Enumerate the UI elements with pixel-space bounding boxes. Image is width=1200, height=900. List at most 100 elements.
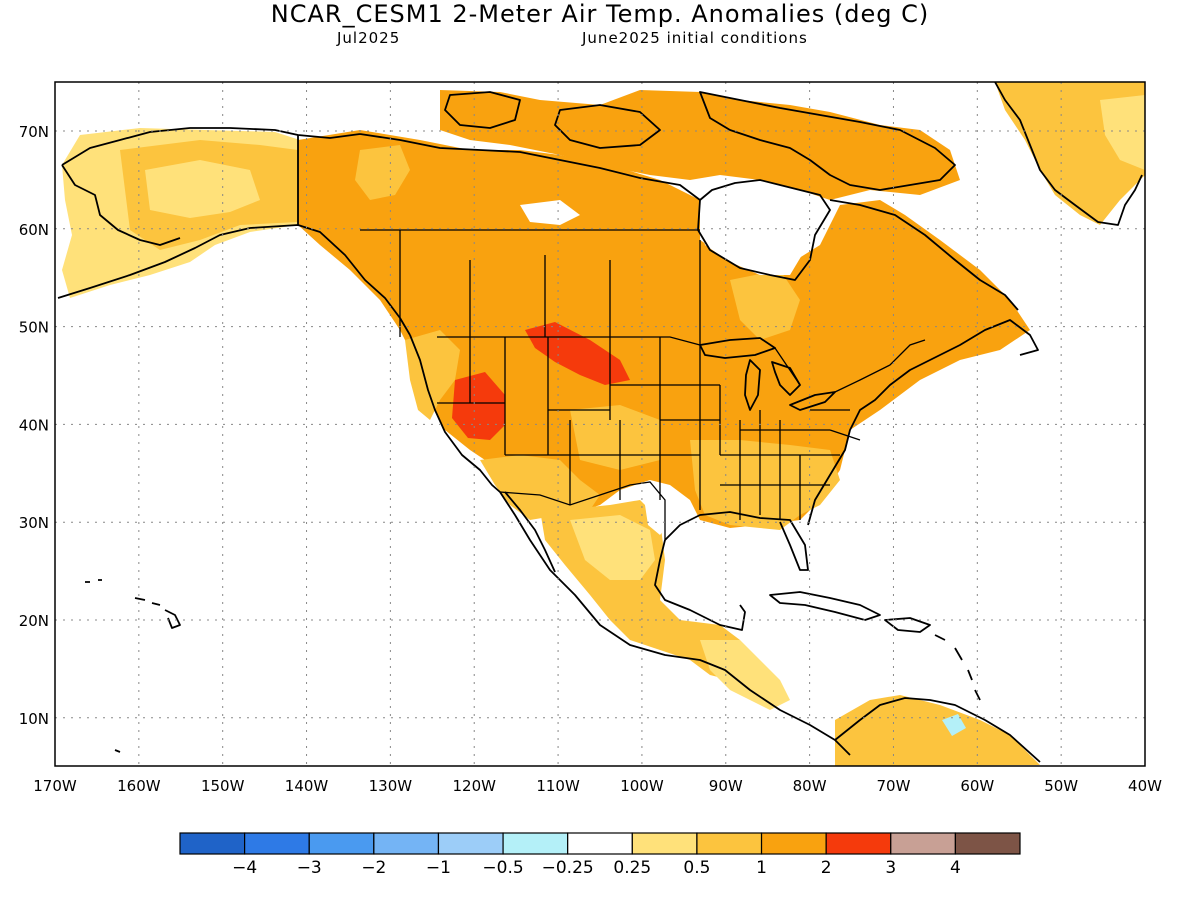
lon-label: 170W — [33, 777, 77, 795]
map-frame — [54, 81, 1146, 767]
coastline-greenland — [994, 82, 1143, 226]
legend-swatch — [890, 832, 956, 855]
lon-label: 110W — [536, 777, 580, 795]
legend-label: −3 — [297, 858, 322, 878]
anomaly-region-west-coast — [405, 330, 460, 420]
legend-label: 2 — [821, 858, 832, 878]
coastline-south-america — [834, 697, 1041, 763]
legend-swatch — [825, 832, 892, 855]
legend-swatch — [308, 832, 375, 855]
lat-label: 30N — [19, 514, 49, 532]
coastline-alaska-west — [61, 164, 181, 246]
coastline-hispaniola — [884, 617, 931, 633]
lon-label: 100W — [620, 777, 664, 795]
forecast-month: Jul2025 — [337, 29, 401, 47]
color-legend-labels: −4 −3 −2 −1 −0.5 −0.25 0.25 0.5 1 2 3 4 — [232, 858, 961, 878]
border-us-mexico — [499, 481, 666, 540]
legend-swatch — [760, 832, 827, 855]
border-us-canada-east — [774, 339, 926, 393]
legend-label: −1 — [426, 858, 451, 878]
coastline-arctic — [359, 133, 701, 201]
coastline-baja — [504, 491, 556, 573]
anomaly-region-arctic-white — [520, 200, 580, 225]
coastline-us-east — [807, 319, 1039, 526]
legend-swatch — [437, 832, 504, 855]
coastline-pacific-dot — [114, 749, 121, 753]
coastline-gulf — [654, 539, 746, 631]
lon-label: 60W — [960, 777, 994, 795]
legend-swatch — [696, 832, 763, 855]
legend-swatch — [567, 832, 633, 855]
legend-label: 3 — [885, 858, 896, 878]
anomaly-region-greenland-yellow — [1100, 95, 1145, 170]
lon-label: 120W — [452, 777, 496, 795]
border-states-west — [437, 337, 721, 510]
coastline-cuba — [769, 591, 881, 621]
lon-label: 90W — [709, 777, 743, 795]
gridlines — [55, 82, 1145, 766]
initial-conditions-label: June2025 initial conditions — [582, 29, 808, 47]
coastline-baffin — [699, 91, 956, 191]
legend-label: −0.5 — [482, 858, 523, 878]
anomaly-region-mexico-yellow — [570, 515, 655, 580]
legend-swatch — [244, 832, 310, 855]
map-title: NCAR_CESM1 2-Meter Air Temp. Anomalies (… — [270, 0, 930, 28]
legend-swatch — [631, 832, 698, 855]
lon-label: 80W — [793, 777, 827, 795]
lat-label: 10N — [19, 710, 49, 728]
legend-swatch — [502, 832, 569, 855]
coastline-labrador — [829, 199, 1019, 311]
color-legend — [179, 832, 1021, 855]
anomaly-region-venezuela-blue — [942, 714, 966, 736]
lon-label: 40W — [1128, 777, 1162, 795]
coastline-layer — [57, 82, 1143, 763]
coastline-hawaii-west — [85, 579, 102, 583]
latitude-labels: 70N 60N 50N 40N 30N 20N 10N — [19, 123, 49, 728]
anomaly-region-nevada-hot — [452, 372, 505, 440]
coastline-hawaii — [134, 597, 181, 629]
anomaly-region-hudson-white — [700, 215, 805, 275]
lon-label: 50W — [1044, 777, 1078, 795]
lat-label: 60N — [19, 221, 49, 239]
legend-swatch — [373, 832, 440, 855]
coastline-gulf-north — [664, 511, 809, 571]
lon-label: 160W — [117, 777, 161, 795]
lon-label: 140W — [285, 777, 329, 795]
coastline-banks-island — [444, 91, 521, 129]
coastline-us-west — [409, 334, 501, 493]
coastline-lake-huron — [771, 361, 801, 396]
lat-label: 40N — [19, 416, 49, 434]
lon-label: 130W — [369, 777, 413, 795]
anomaly-region-alaska-inner — [145, 160, 260, 218]
lon-label: 150W — [201, 777, 245, 795]
anomaly-region-central-america — [700, 640, 790, 710]
coastline-lake-michigan — [744, 359, 761, 411]
coastline-alaska-north — [61, 127, 361, 166]
legend-label: 0.5 — [683, 858, 710, 878]
coastline-caribbean-islands — [934, 634, 981, 701]
longitude-labels: 170W 160W 150W 140W 130W 120W 110W 100W 90W 80W 70… — [33, 777, 1162, 795]
legend-label: −4 — [232, 858, 257, 878]
coastline-lake-superior — [699, 337, 776, 359]
anomaly-region-yukon — [355, 145, 410, 200]
lat-label: 20N — [19, 612, 49, 630]
coastline-lake-erie — [789, 391, 836, 411]
political-boundaries-layer — [360, 229, 926, 540]
lat-label: 70N — [19, 123, 49, 141]
legend-swatch — [179, 832, 246, 855]
lat-label: 50N — [19, 319, 49, 337]
coastline-hudson-bay — [697, 179, 831, 281]
coastline-alaska — [57, 224, 411, 336]
coastline-victoria-island — [554, 104, 661, 149]
border-provinces — [360, 229, 701, 345]
legend-label: 1 — [756, 858, 767, 878]
anomaly-region-colorado — [570, 405, 660, 470]
anomaly-region-south-america — [835, 695, 1040, 766]
legend-swatch — [954, 832, 1021, 855]
anomaly-region-hudson-east — [730, 270, 800, 340]
legend-label: −0.25 — [542, 858, 594, 878]
anomaly-region-montana-hot — [525, 322, 630, 385]
lon-label: 70W — [877, 777, 911, 795]
legend-label: −2 — [361, 858, 386, 878]
